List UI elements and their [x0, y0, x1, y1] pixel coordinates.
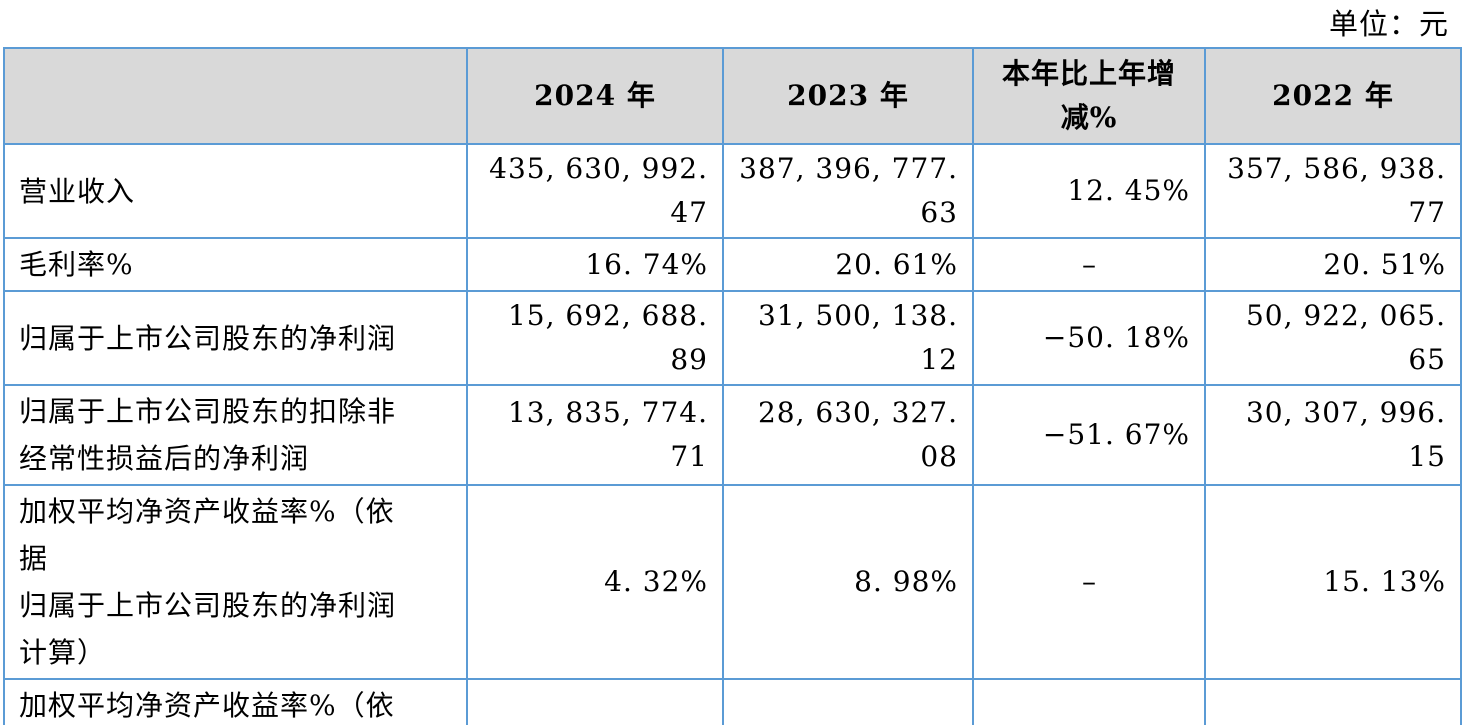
table-row-roe-net-profit: 加权平均净资产收益率%（依据 归属于上市公司股东的净利润 计算） 4. 32% … [3, 484, 1462, 680]
value-2022: 50, 922, 065. 65 [1204, 290, 1462, 386]
table-row-gross-margin: 毛利率% 16. 74% 20. 61% – 20. 51% [3, 237, 1462, 292]
value-2024: 15, 692, 688. 89 [466, 290, 724, 386]
row-label: 毛利率% [3, 237, 468, 292]
header-row: 2024 年 2023 年 本年比上年增 减% 2022 年 [3, 47, 1462, 145]
value-2022: 9. 01% [1204, 678, 1462, 725]
value-2022: 15. 13% [1204, 484, 1462, 680]
row-label: 加权平均净资产收益率%（依据 归属于上市公司股东的净利润 计算） [3, 484, 468, 680]
value-2023: 8. 16% [722, 678, 974, 725]
financial-summary-table: 2024 年 2023 年 本年比上年增 减% 2022 年 营业收入 435,… [3, 47, 1462, 725]
value-change: −51. 67% [972, 384, 1206, 486]
value-2023: 28, 630, 327. 08 [722, 384, 974, 486]
value-2022: 20. 51% [1204, 237, 1462, 292]
value-2024: 3. 81% [466, 678, 724, 725]
row-label: 归属于上市公司股东的净利润 [3, 290, 468, 386]
header-2023: 2023 年 [722, 47, 974, 145]
value-2022: 357, 586, 938. 77 [1204, 143, 1462, 239]
value-2024: 4. 32% [466, 484, 724, 680]
table-row-net-profit: 归属于上市公司股东的净利润 15, 692, 688. 89 31, 500, … [3, 290, 1462, 386]
value-change: – [972, 678, 1206, 725]
header-change: 本年比上年增 减% [972, 47, 1206, 145]
value-2024: 435, 630, 992. 47 [466, 143, 724, 239]
value-2023: 31, 500, 138. 12 [722, 290, 974, 386]
table-row-revenue: 营业收入 435, 630, 992. 47 387, 396, 777. 63… [3, 143, 1462, 239]
value-2024: 16. 74% [466, 237, 724, 292]
unit-label: 单位：元 [1328, 7, 1449, 41]
value-2023: 387, 396, 777. 63 [722, 143, 974, 239]
header-2024: 2024 年 [466, 47, 724, 145]
value-change: −50. 18% [972, 290, 1206, 386]
header-2022: 2022 年 [1204, 47, 1462, 145]
value-2024: 13, 835, 774. 71 [466, 384, 724, 486]
value-2023: 20. 61% [722, 237, 974, 292]
value-change: – [972, 237, 1206, 292]
table-row-deducted-net-profit: 归属于上市公司股东的扣除非 经常性损益后的净利润 13, 835, 774. 7… [3, 384, 1462, 486]
value-change: – [972, 484, 1206, 680]
row-label: 归属于上市公司股东的扣除非 经常性损益后的净利润 [3, 384, 468, 486]
row-label: 营业收入 [3, 143, 468, 239]
header-blank [3, 47, 468, 145]
row-label: 加权平均净资产收益率%（依据 归属于上市公司股东的扣除非 经常性损益后的净利润计… [3, 678, 468, 725]
table-row-roe-deducted: 加权平均净资产收益率%（依据 归属于上市公司股东的扣除非 经常性损益后的净利润计… [3, 678, 1462, 725]
value-change: 12. 45% [972, 143, 1206, 239]
value-2022: 30, 307, 996. 15 [1204, 384, 1462, 486]
value-2023: 8. 98% [722, 484, 974, 680]
